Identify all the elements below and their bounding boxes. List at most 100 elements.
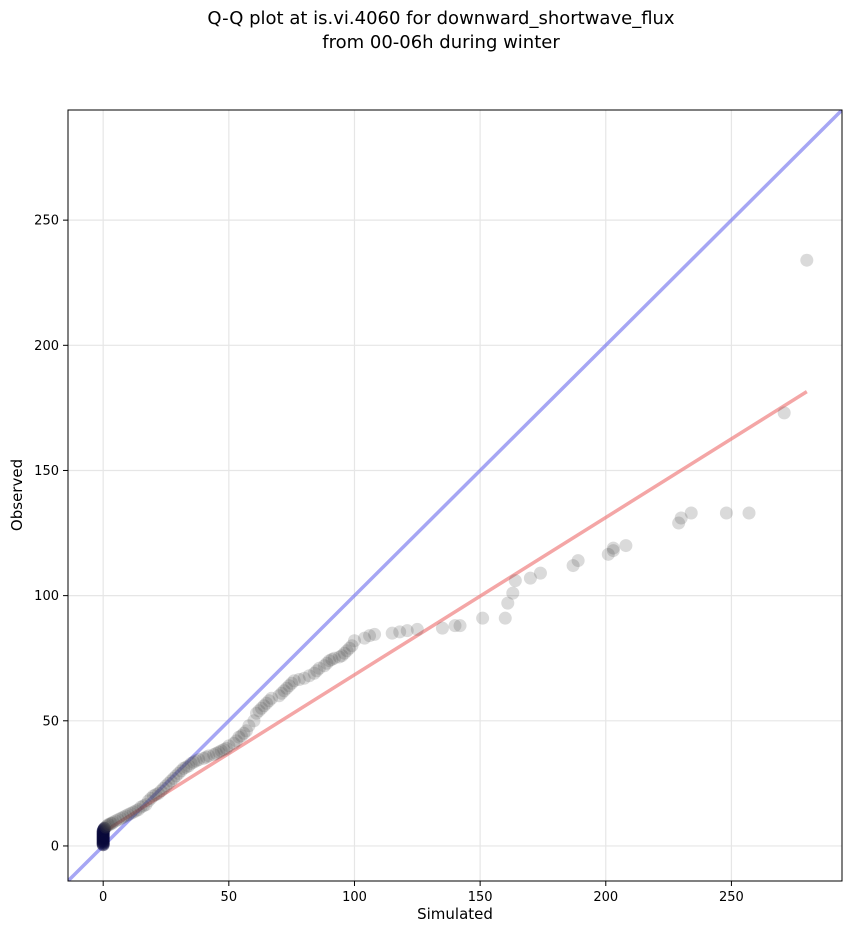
data-point xyxy=(287,674,301,688)
data-point xyxy=(151,786,165,800)
data-point xyxy=(219,741,233,755)
data-point xyxy=(249,706,263,720)
data-point xyxy=(672,516,686,530)
data-point xyxy=(179,760,193,774)
data-point xyxy=(164,774,178,788)
data-point xyxy=(131,803,145,817)
x-tick-label: 50 xyxy=(221,890,238,905)
axis-ticks: 0 50 100 150 200 250 0 50 100 150 200 250 xyxy=(34,214,744,905)
data-point xyxy=(601,547,615,561)
data-point xyxy=(277,684,291,698)
data-point xyxy=(192,753,206,767)
data-point xyxy=(435,621,449,635)
data-point xyxy=(265,691,279,705)
data-point xyxy=(134,800,148,814)
data-point xyxy=(126,805,140,819)
data-point xyxy=(533,566,547,580)
identity-line xyxy=(68,110,842,881)
data-point xyxy=(448,619,462,633)
y-tick-label: 200 xyxy=(34,339,59,354)
data-point xyxy=(229,734,243,748)
data-point xyxy=(282,679,296,693)
y-tick-label: 250 xyxy=(34,214,59,229)
y-tick-label: 50 xyxy=(42,714,59,729)
data-point xyxy=(310,664,324,678)
data-point xyxy=(684,506,698,520)
data-point xyxy=(385,626,399,640)
data-point xyxy=(247,714,261,728)
data-point xyxy=(184,756,198,770)
data-point xyxy=(222,739,236,753)
data-point xyxy=(363,629,377,643)
data-point xyxy=(105,816,119,830)
fit-line xyxy=(102,390,808,834)
data-point xyxy=(337,646,351,660)
data-point xyxy=(606,541,620,555)
data-point xyxy=(162,776,176,790)
data-point xyxy=(260,696,274,710)
data-point xyxy=(742,506,756,520)
data-point xyxy=(292,672,306,686)
data-point xyxy=(571,554,585,568)
data-point xyxy=(317,659,331,673)
data-point xyxy=(777,406,791,420)
grid-lines xyxy=(68,110,842,881)
data-point xyxy=(674,511,688,525)
data-point xyxy=(189,754,203,768)
plot-frame xyxy=(67,109,843,882)
data-point xyxy=(136,799,150,813)
x-tick-label: 150 xyxy=(468,890,493,905)
data-point xyxy=(187,755,201,769)
y-tick-label: 0 xyxy=(51,839,59,854)
data-point xyxy=(121,808,135,822)
data-point xyxy=(335,649,349,663)
x-axis-label: Simulated xyxy=(417,905,493,923)
x-tick-label: 200 xyxy=(593,890,618,905)
data-point xyxy=(239,724,253,738)
data-point xyxy=(347,634,361,648)
data-point xyxy=(207,748,221,762)
data-point xyxy=(606,544,620,558)
data-point xyxy=(325,652,339,666)
data-point xyxy=(174,764,188,778)
data-point xyxy=(199,750,213,764)
data-point xyxy=(146,789,160,803)
reference-lines xyxy=(68,110,842,881)
y-axis-label: Observed xyxy=(8,459,26,531)
data-point xyxy=(619,539,633,553)
data-point xyxy=(476,611,490,625)
data-point xyxy=(252,704,266,718)
data-point xyxy=(217,743,231,757)
data-point xyxy=(209,746,223,760)
chart-title-line-1: Q-Q plot at is.vi.4060 for downward_shor… xyxy=(207,8,675,29)
data-point xyxy=(109,814,123,828)
data-point xyxy=(106,815,120,829)
data-point xyxy=(99,820,113,834)
data-point xyxy=(345,639,359,653)
data-point xyxy=(237,726,251,740)
data-point xyxy=(368,627,382,641)
data-point xyxy=(285,676,299,690)
data-point xyxy=(255,701,268,715)
data-point xyxy=(410,622,424,636)
data-point xyxy=(119,809,133,823)
data-point xyxy=(400,624,414,638)
data-point xyxy=(212,745,226,759)
data-point xyxy=(101,818,115,832)
data-point xyxy=(214,744,228,758)
data-point xyxy=(800,253,814,267)
data-point xyxy=(280,681,294,695)
data-point xyxy=(342,641,356,655)
data-point xyxy=(139,798,153,812)
data-point xyxy=(114,811,128,825)
data-point xyxy=(102,818,116,832)
chart-title-line-2: from 00-06h during winter xyxy=(322,32,560,53)
data-point xyxy=(272,689,286,703)
data-point xyxy=(508,574,522,588)
data-point xyxy=(320,656,334,670)
data-point xyxy=(149,788,163,802)
data-point xyxy=(501,596,515,610)
data-point xyxy=(358,631,372,645)
